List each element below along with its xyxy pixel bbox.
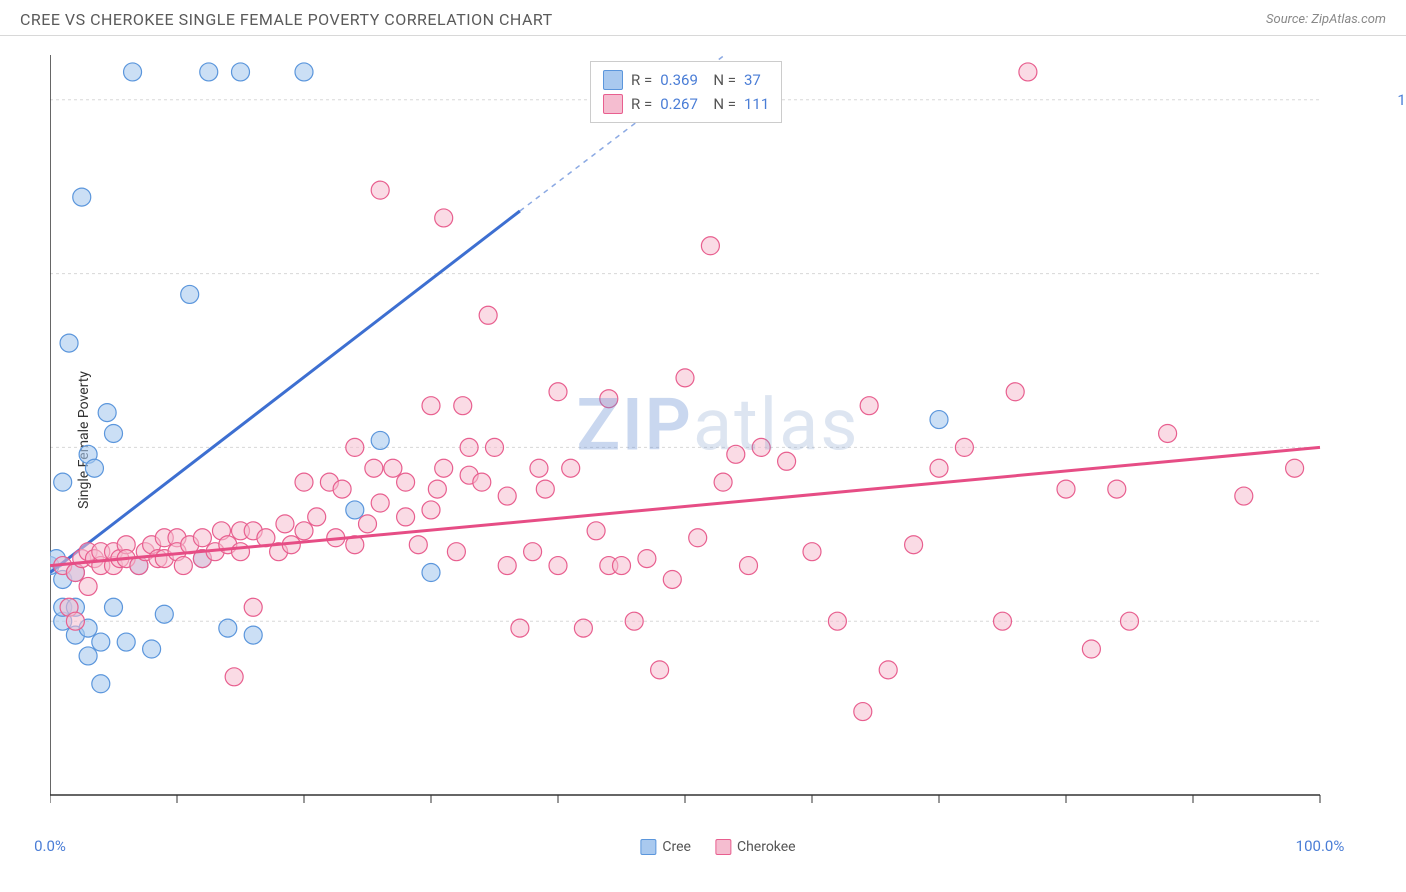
stat-label: R = xyxy=(631,95,652,113)
chart-header: CREE VS CHEROKEE SINGLE FEMALE POVERTY C… xyxy=(0,0,1406,36)
stats-row: R = 0.267 N = 111 xyxy=(603,92,769,116)
stat-label: N = xyxy=(706,71,736,89)
scatter-plot xyxy=(50,55,1386,825)
legend-label: Cree xyxy=(662,839,691,855)
legend-item: Cherokee xyxy=(715,839,796,855)
stat-label: R = xyxy=(631,71,652,89)
legend-swatch xyxy=(640,839,656,855)
stat-value: 37 xyxy=(744,71,761,89)
stat-value: 111 xyxy=(744,95,769,113)
stat-value: 0.267 xyxy=(660,95,698,113)
legend-bottom: Cree Cherokee xyxy=(640,839,795,855)
chart-title: CREE VS CHEROKEE SINGLE FEMALE POVERTY C… xyxy=(20,10,553,29)
legend-item: Cree xyxy=(640,839,691,855)
stat-value: 0.369 xyxy=(660,71,698,89)
chart-area: Single Female Poverty ZIPatlas 25.0%50.0… xyxy=(50,55,1386,825)
stats-row: R = 0.369 N = 37 xyxy=(603,68,769,92)
stats-swatch xyxy=(603,70,623,90)
y-tick-label: 100.0% xyxy=(1397,91,1406,109)
stat-label: N = xyxy=(706,95,736,113)
stats-box: R = 0.369 N = 37 R = 0.267 N = 111 xyxy=(590,61,782,123)
stats-swatch xyxy=(603,94,623,114)
x-tick-label: 100.0% xyxy=(1296,837,1345,855)
legend-label: Cherokee xyxy=(737,839,796,855)
x-tick-label: 0.0% xyxy=(34,837,66,855)
legend-swatch xyxy=(715,839,731,855)
source-label: Source: ZipAtlas.com xyxy=(1266,12,1386,27)
